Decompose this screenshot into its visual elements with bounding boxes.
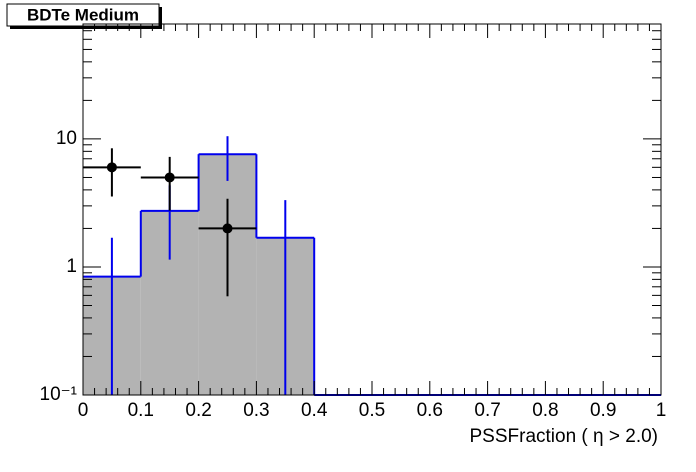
- y-tick-label: 10⁻¹: [40, 384, 78, 405]
- data-point: [106, 162, 117, 173]
- y-tick-label: 1: [66, 256, 77, 277]
- x-tick-label: 0: [78, 400, 89, 421]
- x-axis-label: PSSFraction ( η > 2.0): [470, 426, 659, 447]
- x-tick-label: 0.1: [128, 400, 154, 421]
- data-point: [222, 223, 233, 234]
- x-tick-label: 0.3: [243, 400, 269, 421]
- chart-title: BDTe Medium: [27, 5, 139, 24]
- x-tick-label: 0.2: [185, 400, 211, 421]
- x-tick-label: 0.6: [417, 400, 443, 421]
- x-tick-label: 0.8: [532, 400, 558, 421]
- x-tick-label: 0.9: [590, 400, 616, 421]
- y-tick-label: 10: [56, 128, 77, 149]
- x-tick-label: 1: [656, 400, 667, 421]
- x-tick-label: 0.4: [301, 400, 328, 421]
- x-tick-label: 0.7: [474, 400, 500, 421]
- x-tick-label: 0.5: [359, 400, 385, 421]
- data-point: [164, 172, 175, 183]
